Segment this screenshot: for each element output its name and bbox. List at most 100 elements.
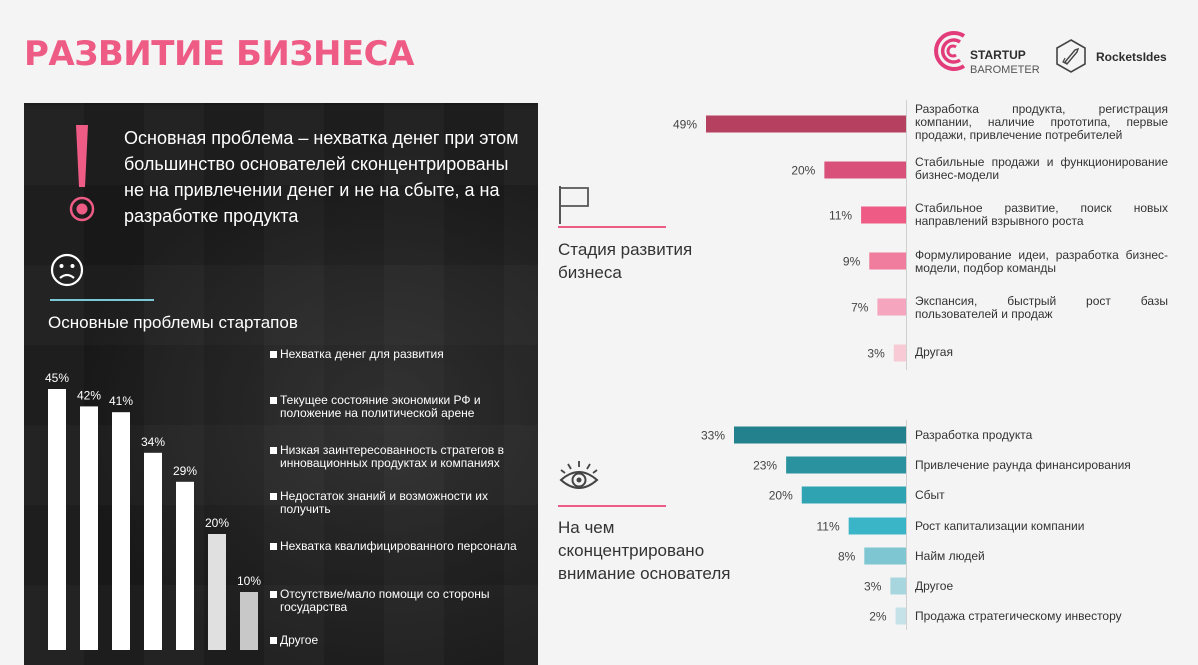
focus-bar-chart: 33% 23% 20% 11% 8% 3% 2% (701, 426, 906, 625)
stage-category-label-4: Формулирование идеи, разработка бизнес-м… (915, 248, 1168, 275)
problem-legend-text-5: Нехватка квалифицированного персонала (280, 539, 517, 553)
focus-bar-1 (734, 426, 906, 444)
problem-bar-2 (80, 406, 98, 650)
focus-value-label-7: 2% (869, 610, 887, 624)
problem-legend-text-1: Нехватка денег для развития (280, 347, 444, 361)
divider-left (50, 299, 154, 301)
problem-legend-text-3: Низкая заинтересованность стратегов в ин… (280, 443, 504, 470)
stage-section-title: Стадия развития бизнеса (558, 238, 692, 284)
exclamation-icon (69, 125, 95, 222)
problem-legend-item-7: Другое (270, 634, 318, 647)
stage-value-label-4: 9% (843, 255, 861, 269)
problem-value-label-7: 10% (237, 574, 261, 588)
stage-bar-6 (893, 344, 906, 362)
stage-category-label-3: Стабильное развитие, поиск новых направл… (915, 201, 1168, 228)
rocket-badge-icon (1056, 39, 1086, 73)
stage-value-label-5: 7% (851, 301, 869, 315)
problem-legend-item-3: Низкая заинтересованность стратегов в ин… (270, 444, 532, 470)
stage-value-label-1: 49% (673, 118, 697, 132)
startup-barometer-logo: STARTUP BAROMETER (934, 28, 1044, 78)
stage-value-label-2: 20% (791, 164, 815, 178)
stage-bar-3 (861, 206, 906, 224)
barometer-arcs-icon (934, 31, 966, 71)
problem-value-label-1: 45% (45, 371, 69, 385)
problem-bar-5 (176, 481, 194, 650)
stage-axis-line (906, 100, 907, 370)
focus-value-label-4: 11% (817, 520, 840, 534)
problem-value-label-6: 20% (205, 516, 229, 530)
stage-bar-1 (706, 115, 906, 133)
problem-value-label-4: 34% (141, 435, 165, 449)
problem-legend-item-4: Недостаток знаний и возможности их получ… (270, 490, 532, 516)
focus-category-label-3: Сбыт (915, 488, 945, 502)
focus-value-label-5: 8% (838, 550, 856, 564)
stage-bar-2 (824, 161, 906, 179)
divider-focus (558, 505, 666, 507)
focus-value-label-2: 23% (753, 459, 777, 473)
focus-category-label-2: Привлечение раунда финансирования (915, 458, 1131, 472)
problems-panel: Основная проблема – нехватка денег при э… (24, 103, 538, 665)
focus-category-label-4: Рост капитализации компании (915, 519, 1085, 533)
problem-legend-text-7: Другое (280, 633, 319, 647)
divider-stage (558, 226, 666, 228)
focus-title-line3: внимание основателя (558, 564, 731, 583)
problem-legend-item-2: Текущее состояние экономики РФ и положен… (270, 394, 532, 420)
problem-legend-text-4: Недостаток знаний и возможности их получ… (280, 489, 488, 516)
legend-square-icon (270, 351, 277, 358)
focus-title-line1: На чем (558, 518, 615, 537)
focus-category-label-6: Другое (915, 579, 954, 593)
problem-value-label-5: 29% (173, 464, 197, 478)
legend-square-icon (270, 397, 277, 404)
problem-bar-3 (112, 412, 130, 650)
focus-category-label-7: Продажа стратегическому инвестору (915, 609, 1122, 623)
focus-value-label-6: 3% (864, 580, 882, 594)
sad-face-icon (50, 253, 84, 287)
eye-icon (559, 461, 599, 489)
problem-legend-item-6: Отсутствие/мало помощи со стороны госуда… (270, 588, 532, 614)
problem-value-label-2: 42% (77, 388, 101, 402)
problem-bar-7 (240, 592, 258, 650)
problem-legend-item-1: Нехватка денег для развития (270, 348, 444, 361)
stage-bar-chart: 49% 20% 11% 9% 7% 3% (673, 115, 906, 362)
problem-legend-text-2: Текущее состояние экономики РФ и положен… (280, 393, 481, 420)
legend-square-icon (270, 637, 277, 644)
logo-rocketslides-text: RocketsIdes (1096, 50, 1167, 64)
focus-bar-3 (801, 486, 906, 504)
stage-category-label-2: Стабильные продажи и функционирование би… (915, 155, 1168, 182)
legend-square-icon (270, 447, 277, 454)
focus-bar-5 (864, 547, 906, 565)
focus-axis-line (906, 420, 907, 630)
stage-value-label-6: 3% (867, 347, 885, 361)
problem-legend-text-6: Отсутствие/мало помощи со стороны госуда… (280, 587, 490, 614)
focus-value-label-1: 33% (701, 429, 725, 443)
problem-bar-1 (48, 389, 66, 650)
logo-startup-text: STARTUP (970, 48, 1026, 62)
rocketslides-logo: RocketsIdes (1053, 38, 1173, 74)
headline-text: Основная проблема – нехватка денег при э… (124, 128, 519, 226)
flag-icon (559, 186, 589, 224)
focus-section-title: На чем сконцентрировано внимание основат… (558, 516, 730, 585)
legend-square-icon (270, 543, 277, 550)
focus-value-label-3: 20% (769, 489, 793, 503)
problem-legend-item-5: Нехватка квалифицированного персонала (270, 540, 517, 553)
problem-bar-4 (144, 452, 162, 650)
problems-bar-chart: 45% 42% 41% 34% 29% 20% 10% (45, 371, 261, 650)
page-title: РАЗВИТИЕ БИЗНЕСА (24, 34, 414, 74)
focus-bar-7 (895, 607, 906, 625)
legend-square-icon (270, 591, 277, 598)
stage-title-line2: бизнеса (558, 263, 622, 282)
stage-category-label-6: Другая (915, 345, 953, 359)
focus-title-line2: сконцентрировано (558, 541, 705, 560)
problem-value-label-3: 41% (109, 394, 133, 408)
focus-bar-4 (848, 517, 906, 535)
stage-title-line1: Стадия развития (558, 240, 693, 259)
focus-category-label-1: Разработка продукта (915, 428, 1033, 442)
stage-category-label-5: Экспансия, быстрый рост базы пользовател… (915, 294, 1168, 321)
focus-bar-6 (890, 577, 906, 595)
stage-bar-4 (869, 252, 906, 270)
focus-category-label-5: Найм людей (915, 549, 985, 563)
legend-square-icon (270, 493, 277, 500)
stage-bar-5 (877, 298, 906, 316)
stage-category-label-1: Разработка продукта, регистрация компани… (915, 102, 1168, 142)
focus-bar-2 (786, 456, 906, 474)
